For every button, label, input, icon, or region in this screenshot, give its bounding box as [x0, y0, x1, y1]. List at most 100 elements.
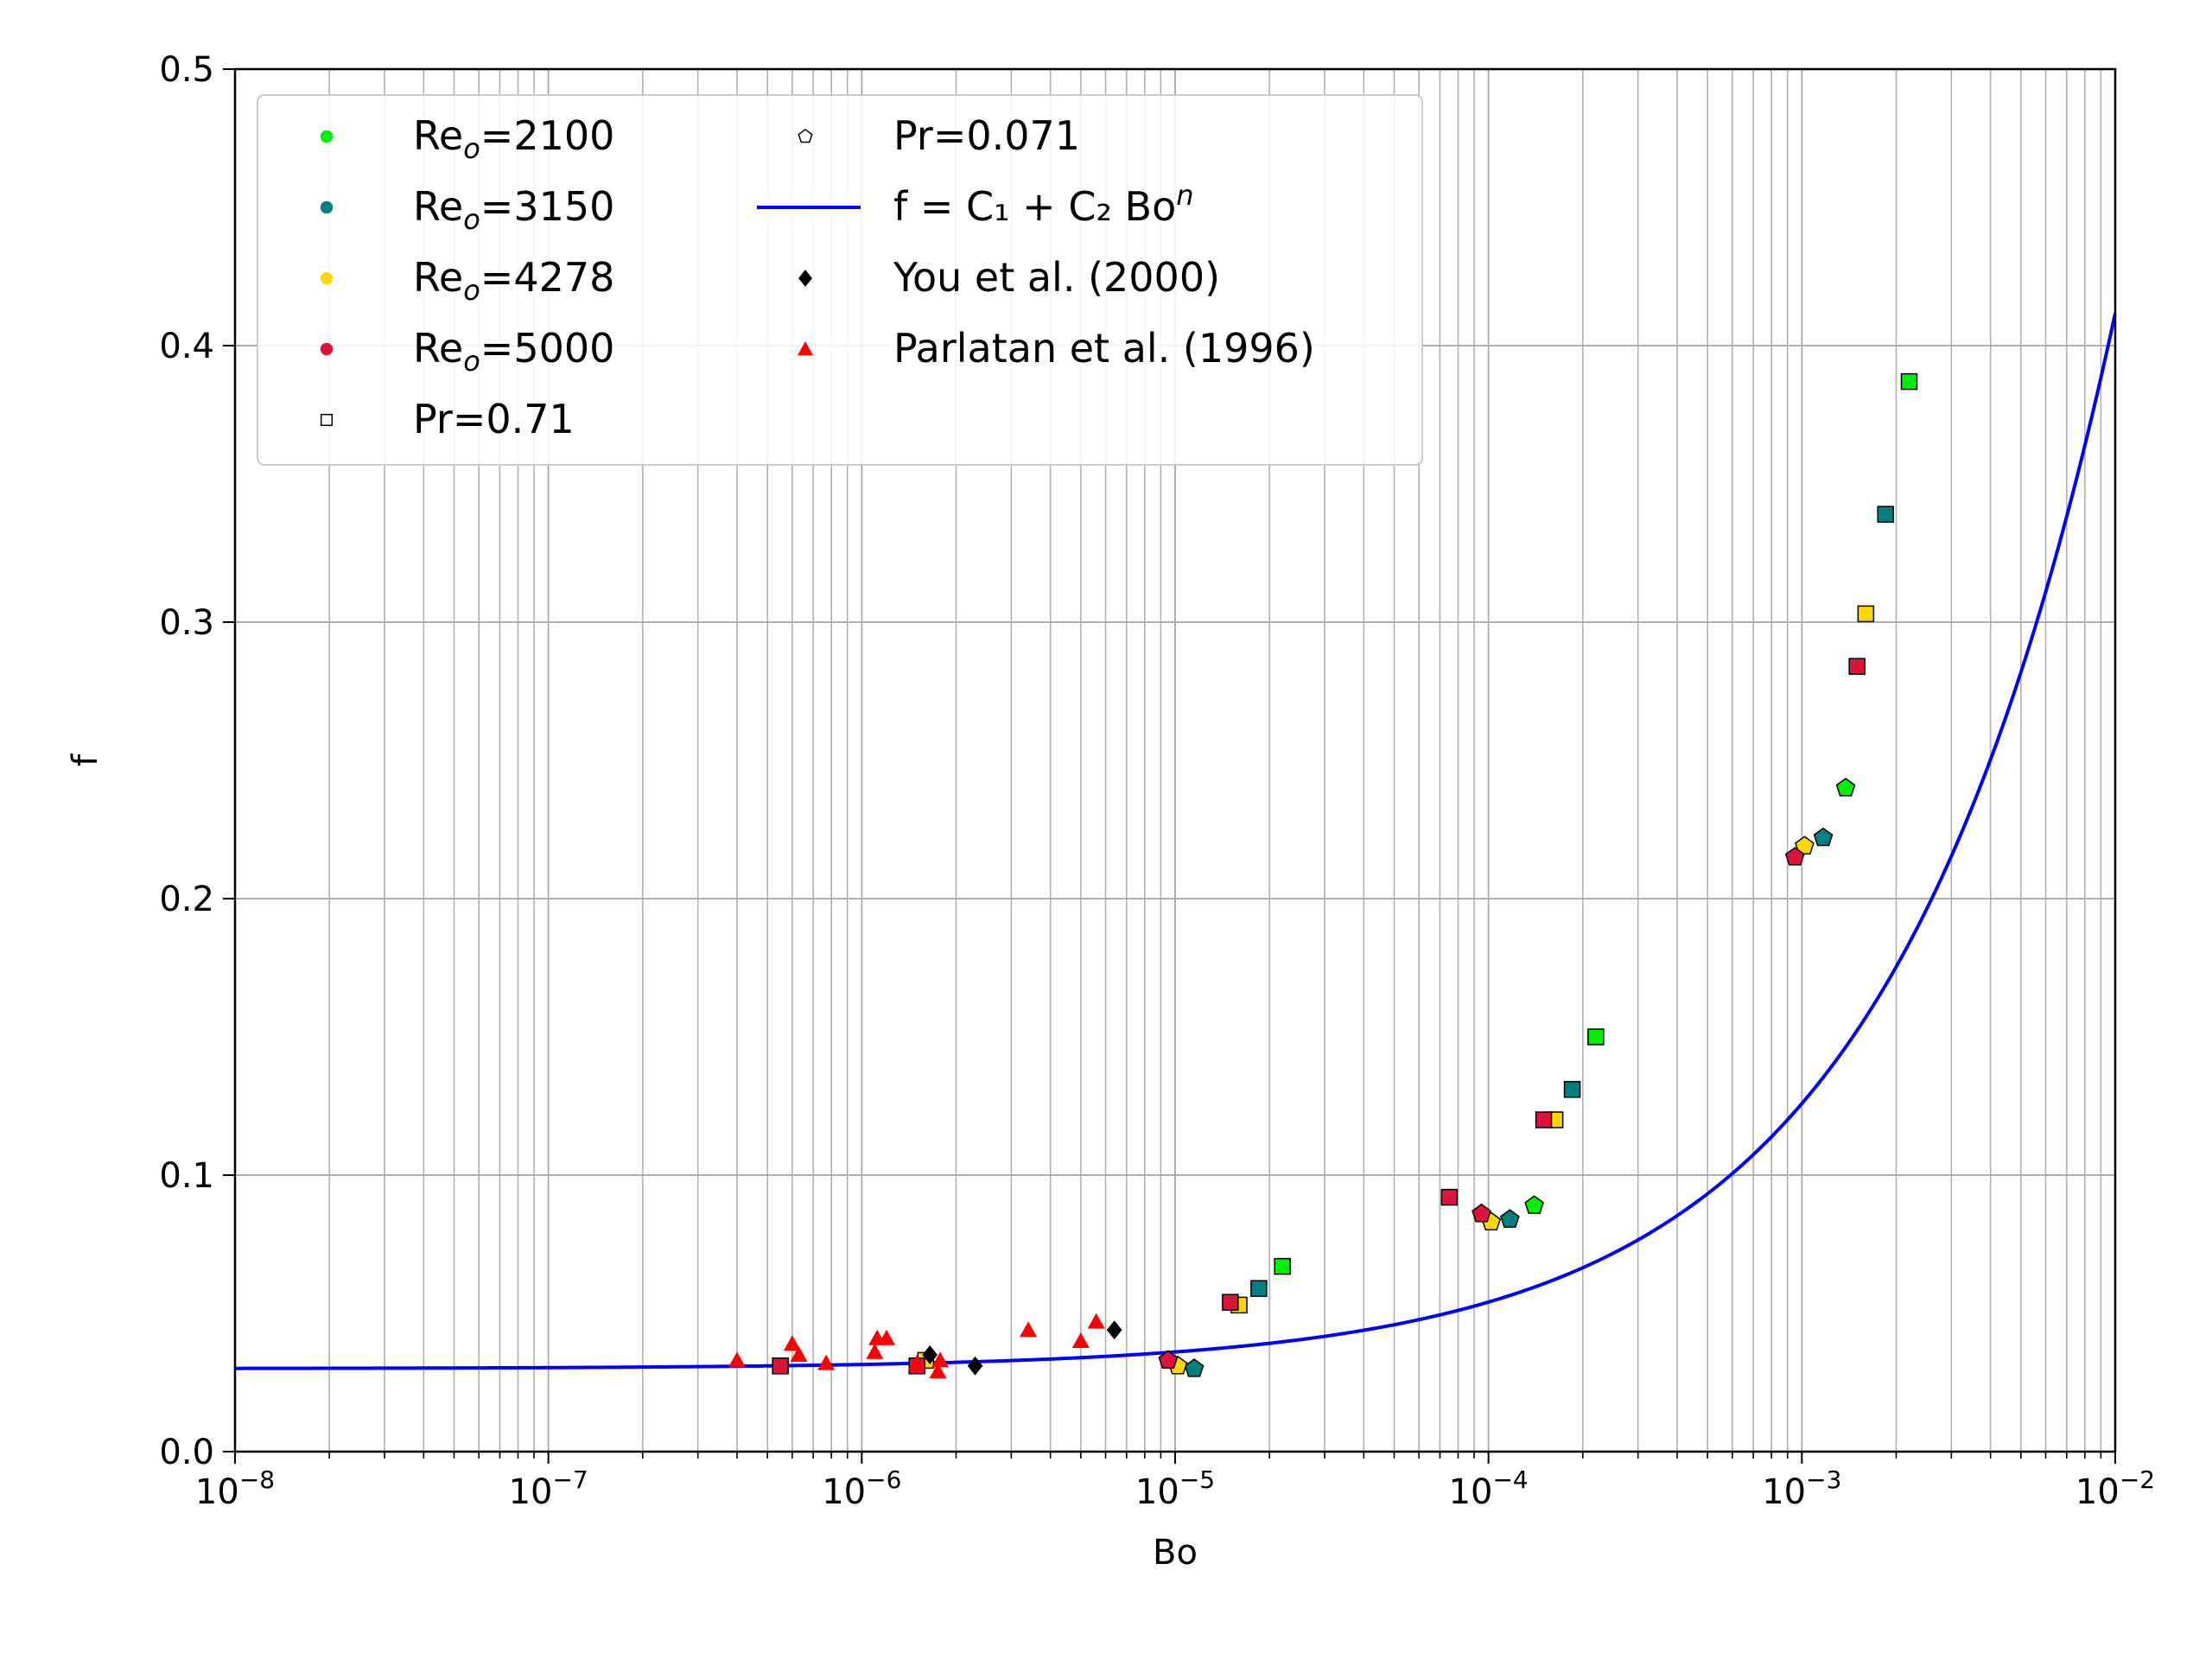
- legend-label-subscript: o: [463, 203, 480, 236]
- data-point-pentagon: [1813, 827, 1834, 847]
- legend-label: You et al. (2000): [893, 254, 1220, 301]
- data-point-square: [772, 1357, 789, 1375]
- legend-marker-dot: [320, 342, 334, 356]
- axis-ticks: 10−8 10−7 10−6 10−5 10−4 10−3 10−20.00.10.20.3…: [159, 50, 2155, 1512]
- legend-label-text: You et al. (2000): [893, 254, 1220, 301]
- legend-marker-diamond: [798, 270, 812, 287]
- legend-label-superscript: n: [1176, 179, 1193, 212]
- x-tick-label-exponent: −2: [2120, 1465, 2155, 1494]
- legend-entry: f = C₁ + C₂ Bon: [757, 179, 1194, 230]
- x-tick-label-exponent: −3: [1806, 1465, 1841, 1494]
- legend-entry: Reo=2100: [320, 112, 614, 165]
- legend-label-text: Re: [413, 325, 463, 372]
- legend-label-tail: =4278: [480, 254, 615, 301]
- data-point-square: [1877, 505, 1894, 523]
- x-tick-label: 10−4: [1449, 1465, 1529, 1512]
- data-point-triangle: [1071, 1332, 1090, 1348]
- y-tick-label: 0.0: [159, 1433, 214, 1472]
- x-tick-label: 10−8: [195, 1465, 275, 1512]
- series-4: [1524, 778, 1856, 1214]
- legend-label-subscript: o: [463, 274, 480, 307]
- x-tick-label-base: 10: [1449, 1472, 1493, 1512]
- data-point-square: [1440, 1188, 1459, 1206]
- series-7: [1158, 847, 1805, 1370]
- legend-entry: Reo=3150: [320, 183, 614, 236]
- data-point-triangle: [1020, 1321, 1038, 1338]
- legend-label: Reo=4278: [413, 254, 614, 307]
- series-8: [922, 1320, 1122, 1376]
- x-tick-label-exponent: −8: [239, 1465, 275, 1494]
- legend-label-text: Re: [413, 254, 463, 301]
- legend-label-text: Re: [413, 183, 463, 230]
- x-tick-label-base: 10: [2075, 1472, 2120, 1512]
- y-tick-label: 0.4: [159, 327, 214, 366]
- legend: Reo=2100Reo=3150Reo=4278Reo=5000Pr=0.71P…: [257, 94, 1423, 466]
- legend-label: Reo=2100: [413, 112, 614, 165]
- data-point-square: [1250, 1280, 1268, 1297]
- legend-marker-pentagon-open: [798, 128, 813, 143]
- x-tick-label: 10−2: [2075, 1465, 2155, 1512]
- y-tick-label: 0.5: [159, 50, 214, 90]
- data-point-triangle: [817, 1354, 836, 1370]
- legend-entry: Reo=4278: [320, 254, 614, 307]
- legend-marker-dot: [320, 200, 334, 214]
- legend-entry: You et al. (2000): [798, 254, 1220, 301]
- legend-label-tail: =3150: [480, 183, 615, 230]
- data-point-pentagon: [1471, 1203, 1491, 1223]
- legend-marker-triangle: [798, 341, 813, 356]
- data-point-triangle: [878, 1329, 896, 1345]
- legend-label: Reo=5000: [413, 325, 614, 378]
- series-3: [772, 658, 1866, 1375]
- y-tick-label: 0.2: [159, 880, 214, 919]
- x-tick-label-base: 10: [1135, 1472, 1179, 1512]
- legend-label-text: f = C₁ + C₂ Bo: [893, 183, 1176, 230]
- legend-label-tail: =5000: [480, 325, 615, 372]
- data-point-diamond: [967, 1356, 983, 1376]
- legend-entry: Pr=0.71: [320, 396, 575, 442]
- legend-label-text: Parlatan et al. (1996): [893, 325, 1315, 372]
- data-point-triangle: [1087, 1313, 1105, 1329]
- data-point-pentagon: [1835, 778, 1856, 797]
- data-point-diamond: [1106, 1320, 1122, 1340]
- series-1: [1250, 505, 1894, 1297]
- data-point-triangle: [783, 1335, 801, 1351]
- x-tick-label-exponent: −7: [552, 1465, 588, 1494]
- data-point-pentagon: [1158, 1350, 1179, 1370]
- data-point-square: [1222, 1294, 1239, 1311]
- fit-curve-line: [235, 313, 2115, 1370]
- x-tick-label-base: 10: [195, 1472, 239, 1512]
- legend-entry: Pr=0.071: [798, 112, 1080, 159]
- x-tick-label-base: 10: [822, 1472, 866, 1512]
- legend-box: [257, 94, 1423, 466]
- data-point-triangle: [866, 1343, 884, 1359]
- data-point-triangle: [728, 1351, 747, 1368]
- x-tick-label: 10−5: [1135, 1465, 1215, 1512]
- legend-label-subscript: o: [463, 132, 480, 165]
- legend-label: f = C₁ + C₂ Bon: [893, 179, 1194, 230]
- data-point-square: [1848, 658, 1866, 675]
- data-point-pentagon: [1524, 1195, 1545, 1214]
- legend-marker-dot: [320, 271, 334, 285]
- x-tick-label-base: 10: [509, 1472, 553, 1512]
- data-point-square: [1857, 605, 1875, 623]
- data-point-pentagon: [1795, 836, 1815, 855]
- series-0: [1274, 372, 1918, 1275]
- legend-entry: Parlatan et al. (1996): [798, 325, 1315, 372]
- data-point-square: [1587, 1028, 1605, 1046]
- x-axis-label: Bo: [1153, 1533, 1198, 1573]
- legend-label: Parlatan et al. (1996): [893, 325, 1315, 372]
- data-point-square: [1563, 1081, 1581, 1098]
- fit-curve-layer: [235, 313, 2115, 1370]
- x-tick-label: 10−6: [822, 1465, 901, 1512]
- data-point-triangle: [908, 1354, 926, 1370]
- legend-label: Pr=0.071: [893, 112, 1080, 159]
- legend-label: Reo=3150: [413, 183, 614, 236]
- legend-label-tail: =2100: [480, 112, 615, 159]
- series-5: [1184, 827, 1834, 1377]
- y-axis-label: f: [66, 753, 105, 766]
- legend-marker-dot: [320, 130, 334, 143]
- y-tick-label: 0.3: [159, 603, 214, 643]
- x-tick-label-base: 10: [1762, 1472, 1806, 1512]
- x-tick-label: 10−7: [509, 1465, 588, 1512]
